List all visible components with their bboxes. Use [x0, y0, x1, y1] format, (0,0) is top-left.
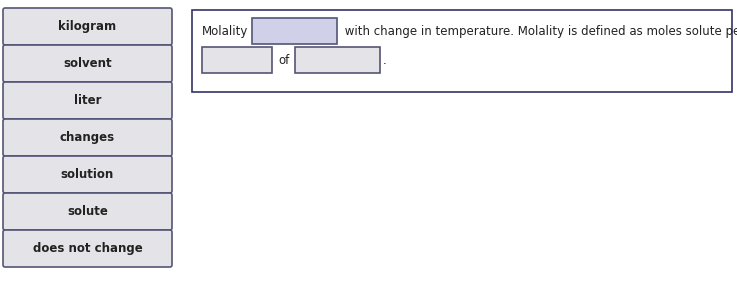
Text: solute: solute	[67, 205, 108, 218]
FancyBboxPatch shape	[3, 8, 172, 45]
FancyBboxPatch shape	[3, 45, 172, 82]
FancyBboxPatch shape	[3, 193, 172, 230]
Text: Molality: Molality	[202, 24, 248, 37]
FancyBboxPatch shape	[3, 156, 172, 193]
Bar	[295, 47, 380, 73]
Text: with change in temperature. Molality is defined as moles solute per: with change in temperature. Molality is …	[341, 24, 737, 37]
FancyBboxPatch shape	[3, 82, 172, 119]
Bar	[202, 47, 272, 73]
Bar	[252, 18, 337, 44]
Text: of: of	[278, 54, 289, 67]
Text: .: .	[383, 54, 387, 67]
FancyBboxPatch shape	[3, 119, 172, 156]
Text: solvent: solvent	[63, 57, 112, 70]
Text: kilogram: kilogram	[58, 20, 116, 33]
FancyBboxPatch shape	[3, 230, 172, 267]
Text: changes: changes	[60, 131, 115, 144]
Bar	[192, 10, 732, 92]
Text: solution: solution	[61, 168, 114, 181]
Text: liter: liter	[74, 94, 101, 107]
Text: does not change: does not change	[32, 242, 142, 255]
